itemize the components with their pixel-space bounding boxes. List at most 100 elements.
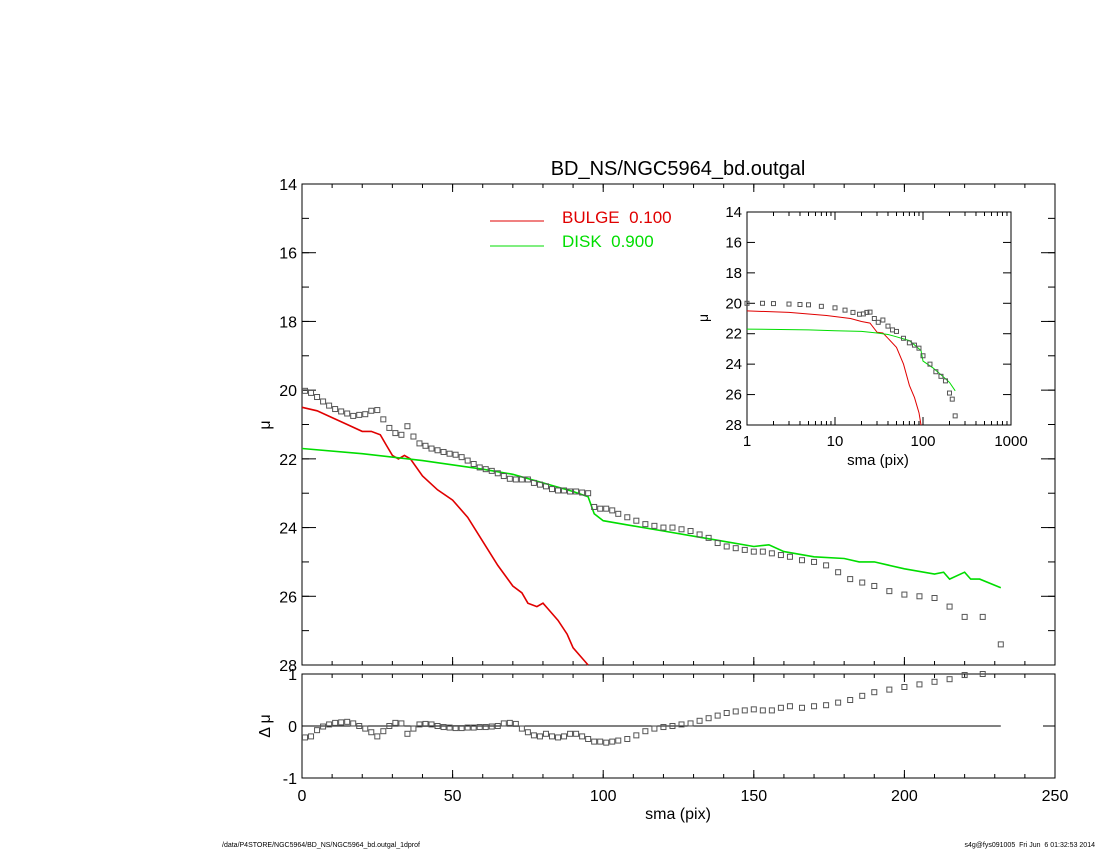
residual-point-marker	[500, 720, 507, 727]
residual-point-marker	[338, 719, 345, 726]
inset-disk-line	[746, 328, 956, 392]
data-point-marker	[482, 466, 489, 473]
residual-point-marker	[591, 738, 598, 745]
data-point-marker	[356, 411, 363, 418]
data-point-marker	[524, 476, 531, 483]
main-y-tick-label: 28	[279, 658, 297, 675]
residual-point-marker	[624, 736, 631, 742]
inset-y-tick-label: 20	[725, 295, 742, 312]
residual-point-marker	[494, 723, 501, 729]
residual-point-marker	[768, 707, 775, 714]
residual-point-marker	[555, 734, 562, 741]
inset-data-point-marker	[885, 323, 891, 329]
residual-point-marker	[585, 736, 592, 742]
x-tick-label: 100	[590, 788, 617, 805]
inset-data-point-marker	[938, 373, 944, 379]
residual-point-marker	[847, 697, 854, 703]
residual-point-marker	[786, 703, 793, 710]
residual-point-marker	[536, 733, 543, 740]
data-point-marker	[302, 387, 309, 394]
data-point-marker	[759, 548, 766, 555]
data-point-marker	[777, 552, 784, 559]
inset-x-label: sma (pix)	[847, 452, 909, 469]
data-point-marker	[338, 408, 345, 415]
x-axis-label: sma (pix)	[645, 806, 711, 823]
inset-y-tick-label: 16	[725, 234, 742, 251]
residual-point-marker	[524, 729, 531, 736]
data-point-marker	[494, 470, 501, 477]
disk-series-line	[301, 447, 1002, 589]
residual-point-marker	[723, 710, 730, 716]
inset-data-point-marker	[770, 301, 776, 307]
data-point-marker	[446, 450, 453, 457]
data-point-marker	[714, 540, 721, 547]
residual-y-tick-label: -1	[283, 771, 297, 788]
inset-data-point-marker	[927, 361, 933, 367]
residual-point-marker	[573, 730, 580, 737]
residual-point-marker	[931, 678, 938, 685]
residual-point-marker	[871, 689, 878, 696]
inset-data-point-marker	[933, 369, 939, 375]
residual-point-marker	[350, 720, 357, 727]
data-point-marker	[464, 457, 471, 464]
data-point-marker	[350, 412, 357, 419]
residual-point-marker	[326, 721, 333, 728]
residual-point-marker	[859, 692, 866, 699]
data-point-marker	[811, 558, 818, 565]
data-point-marker	[847, 576, 854, 583]
main-y-tick-label: 26	[279, 589, 297, 606]
inset-plot-frame	[746, 211, 1012, 426]
main-y-tick-label: 20	[279, 383, 297, 400]
data-point-marker	[344, 410, 351, 417]
residual-plot-marks	[302, 671, 1001, 746]
residual-point-marker	[916, 681, 923, 688]
residual-point-marker	[458, 725, 465, 732]
residual-point-marker	[705, 715, 712, 722]
x-tick-label: 50	[444, 788, 462, 805]
inset-y-tick-label: 26	[725, 387, 742, 404]
residual-point-marker	[823, 702, 830, 709]
inset-data-point-marker	[900, 335, 906, 341]
residual-y-tick-label: 0	[288, 719, 297, 736]
data-point-marker	[705, 534, 712, 541]
residual-point-marker	[901, 684, 908, 690]
data-point-marker	[931, 595, 938, 602]
residual-point-marker	[961, 672, 968, 679]
data-point-marker	[518, 476, 525, 483]
residual-point-marker	[660, 724, 667, 731]
residual-point-marker	[609, 738, 616, 745]
residual-point-marker	[946, 676, 953, 683]
residual-point-marker	[633, 732, 640, 739]
residual-point-marker	[404, 730, 411, 737]
x-tick-label: 200	[891, 788, 918, 805]
data-point-marker	[585, 490, 592, 497]
data-point-marker	[886, 588, 893, 595]
inset-data-point-marker	[880, 317, 886, 323]
main-y-tick-label: 22	[279, 452, 297, 469]
inset-data-point-marker	[842, 307, 848, 313]
residual-point-marker	[811, 703, 818, 710]
inset-y-tick-label: 24	[725, 356, 742, 373]
data-point-marker	[979, 613, 986, 620]
data-point-marker	[961, 613, 968, 620]
residual-point-marker	[392, 719, 399, 726]
data-point-marker	[591, 503, 598, 510]
data-point-marker	[476, 464, 483, 471]
data-point-marker	[696, 531, 703, 538]
main-y-tick-label: 18	[279, 314, 297, 331]
data-point-marker	[458, 454, 465, 461]
data-point-marker	[506, 475, 513, 482]
inset-data-point-marker	[832, 305, 838, 311]
residual-point-marker	[687, 720, 694, 727]
inset-data-point-marker	[818, 303, 824, 309]
data-point-marker	[488, 467, 495, 474]
inset-data-point-marker	[894, 328, 900, 334]
inset-axis-ticks: 1 10 100 1000 14 16 18 20 22 24 26 28	[725, 204, 1027, 450]
data-point-marker	[609, 507, 616, 514]
main-y-tick-label: 24	[279, 521, 297, 538]
data-point-marker	[308, 389, 315, 396]
residual-point-marker	[512, 720, 519, 727]
inset-data-point-marker	[916, 345, 922, 351]
residual-point-marker	[678, 721, 685, 728]
inset-data-point-marker	[949, 396, 955, 402]
